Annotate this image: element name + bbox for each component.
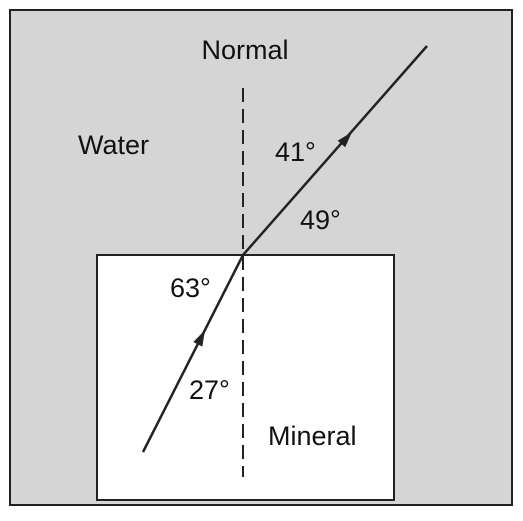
normal-label: Normal bbox=[201, 35, 288, 65]
mineral-block bbox=[96, 254, 395, 501]
refracted-ray bbox=[242, 45, 428, 256]
water-label: Water bbox=[78, 130, 149, 160]
mineral-label: Mineral bbox=[268, 421, 357, 451]
incident-ray bbox=[141, 254, 245, 453]
arrowhead bbox=[337, 132, 352, 148]
angle-label: 49° bbox=[300, 205, 341, 235]
angle-label: 27° bbox=[189, 375, 230, 405]
arrowhead bbox=[193, 330, 205, 347]
angle-label: 41° bbox=[275, 137, 316, 167]
angle-label: 63° bbox=[170, 273, 211, 303]
